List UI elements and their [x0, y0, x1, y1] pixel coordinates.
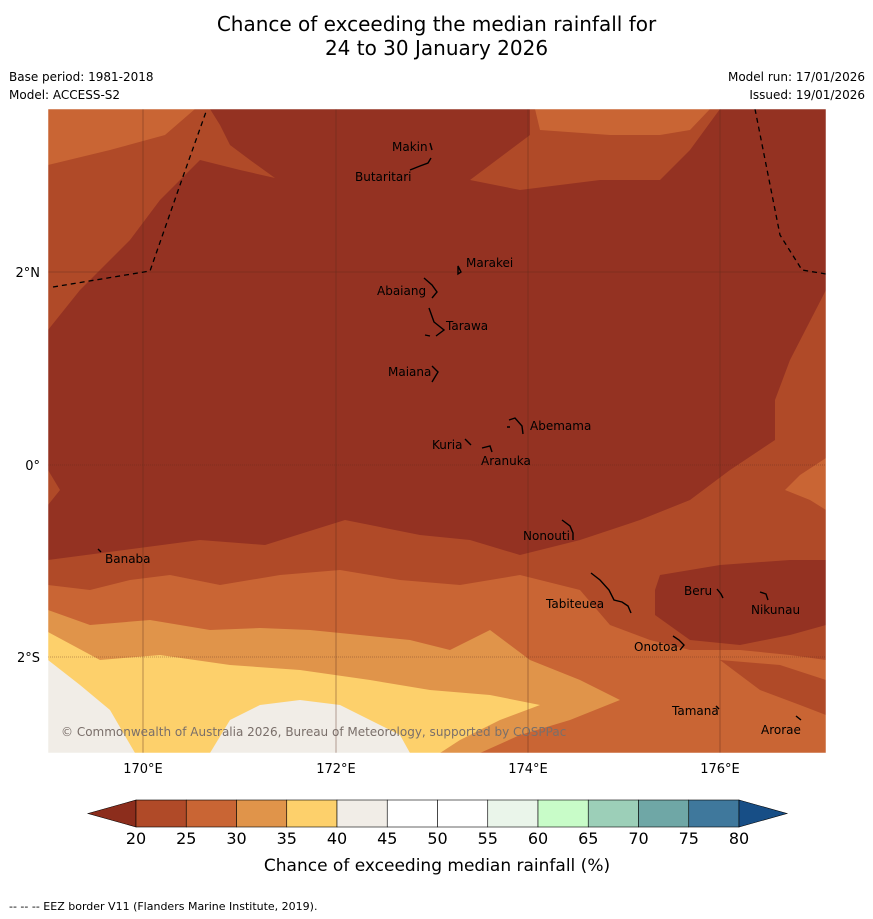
label-maiana: Maiana [388, 365, 431, 379]
colorbar-segment [437, 799, 489, 828]
colorbar-tick-label: 30 [226, 829, 246, 848]
colorbar-segment [286, 799, 338, 828]
label-nonouti: Nonouti [523, 529, 570, 543]
colorbar-tick-label: 60 [528, 829, 548, 848]
colorbar-segment [688, 799, 740, 828]
contour-25-30-w [48, 470, 60, 505]
label-butaritari: Butaritari [355, 170, 412, 184]
island-tarawa [424, 307, 446, 337]
eez-footnote: -- -- -- EEZ border V11 (Flanders Marine… [9, 900, 318, 913]
lon-label-174e: 174°E [508, 762, 548, 777]
colorbar-segment [386, 799, 438, 828]
lon-label-172e: 172°E [316, 762, 356, 777]
colorbar-segment [336, 799, 388, 828]
island-beru [716, 588, 724, 599]
colorbar-tick-label: 35 [277, 829, 297, 848]
contour-25-30-se [720, 660, 826, 715]
lat-label-2s: 2°S [17, 651, 40, 666]
chart-title-line-1: Chance of exceeding the median rainfall … [216, 12, 657, 36]
island-arorae [795, 715, 802, 721]
island-nonouti [561, 519, 574, 540]
colorbar-tick-label: 40 [327, 829, 347, 848]
colorbar-tick-label: 70 [628, 829, 648, 848]
label-arorae: Arorae [761, 723, 801, 737]
label-aranuka: Aranuka [481, 454, 531, 468]
island-tamana [715, 705, 720, 710]
island-makin [429, 142, 433, 151]
label-makin: Makin [392, 140, 428, 154]
island-tabiteuea [590, 572, 632, 614]
label-abaiang: Abaiang [377, 284, 426, 298]
colorbar-segment [537, 799, 589, 828]
island-abemama [507, 417, 524, 435]
island-banaba [97, 548, 102, 553]
colorbar-tick-label: 55 [478, 829, 498, 848]
lat-label-2n: 2°N [16, 266, 41, 281]
colorbar-tick-label: 75 [679, 829, 699, 848]
label-kuria: Kuria [432, 438, 463, 452]
island-aranuka [481, 445, 493, 453]
colorbar-segment [185, 799, 237, 828]
label-abemama: Abemama [530, 419, 591, 433]
label-tarawa: Tarawa [445, 319, 488, 333]
chart-title-line-2: 24 to 30 January 2026 [324, 36, 549, 60]
eez-border-west [52, 109, 208, 288]
colorbar-segment [638, 799, 690, 828]
eez-borders [52, 109, 826, 288]
colorbar-segment [587, 799, 639, 828]
contour-30-35-ne [535, 109, 710, 135]
map-frame [47, 108, 827, 754]
colorbar-title: Chance of exceeding median rainfall (%) [264, 856, 610, 876]
colorbar-extend-high [738, 799, 789, 828]
copyright-notice: © Commonwealth of Australia 2026, Bureau… [61, 725, 566, 739]
colorbar-segment [236, 799, 288, 828]
label-tabiteuea: Tabiteuea [545, 597, 604, 611]
model-name: Model: ACCESS-S2 [9, 88, 121, 102]
island-butaritari [409, 157, 432, 171]
island-nikunau [759, 591, 769, 601]
label-tamana: Tamana [671, 704, 719, 718]
contour-40-45 [48, 632, 540, 753]
colorbar-tick-label: 45 [377, 829, 397, 848]
label-onotoa: Onotoa [634, 640, 678, 654]
island-maiana [431, 365, 439, 383]
lon-label-170e: 170°E [123, 762, 163, 777]
contour-45-50-south [210, 700, 410, 753]
place-labels: Makin Butaritari Marakei Abaiang Tarawa … [105, 140, 801, 737]
base-period: Base period: 1981-2018 [9, 70, 154, 84]
colorbar-tick-label: 80 [729, 829, 749, 848]
graticule [48, 109, 826, 753]
rainfall-contours [48, 109, 826, 753]
eez-border-east [754, 109, 826, 275]
colorbar-tick-label: 65 [578, 829, 598, 848]
colorbar-tick-label: 50 [427, 829, 447, 848]
island-onotoa [672, 635, 685, 651]
label-nikunau: Nikunau [751, 603, 800, 617]
colorbar-tick-label: 20 [126, 829, 146, 848]
label-marakei: Marakei [466, 256, 513, 270]
axis-labels: 170°E 172°E 174°E 176°E 2°N 0° 2°S [16, 266, 740, 777]
contour-30-35-e [785, 458, 826, 510]
issued-date: Issued: 19/01/2026 [749, 88, 865, 102]
island-outlines [97, 142, 802, 721]
island-marakei [457, 265, 462, 276]
model-run: Model run: 17/01/2026 [727, 70, 865, 84]
label-banaba: Banaba [105, 552, 151, 566]
colorbar-tick-label: 25 [176, 829, 196, 848]
island-abaiang [423, 277, 438, 299]
island-kuria [464, 438, 472, 446]
contour-45-50-sw [48, 660, 135, 753]
lat-label-0: 0° [25, 459, 40, 474]
label-beru: Beru [684, 584, 712, 598]
contour-20-25-se [655, 560, 826, 645]
colorbar: 20 25 30 35 40 45 50 55 60 65 70 75 80 [86, 799, 789, 848]
colorbar-segment [487, 799, 539, 828]
colorbar-segment [135, 799, 187, 828]
colorbar-extend-low [86, 799, 137, 828]
lon-label-176e: 176°E [700, 762, 740, 777]
contour-30-35-nw [48, 109, 195, 165]
